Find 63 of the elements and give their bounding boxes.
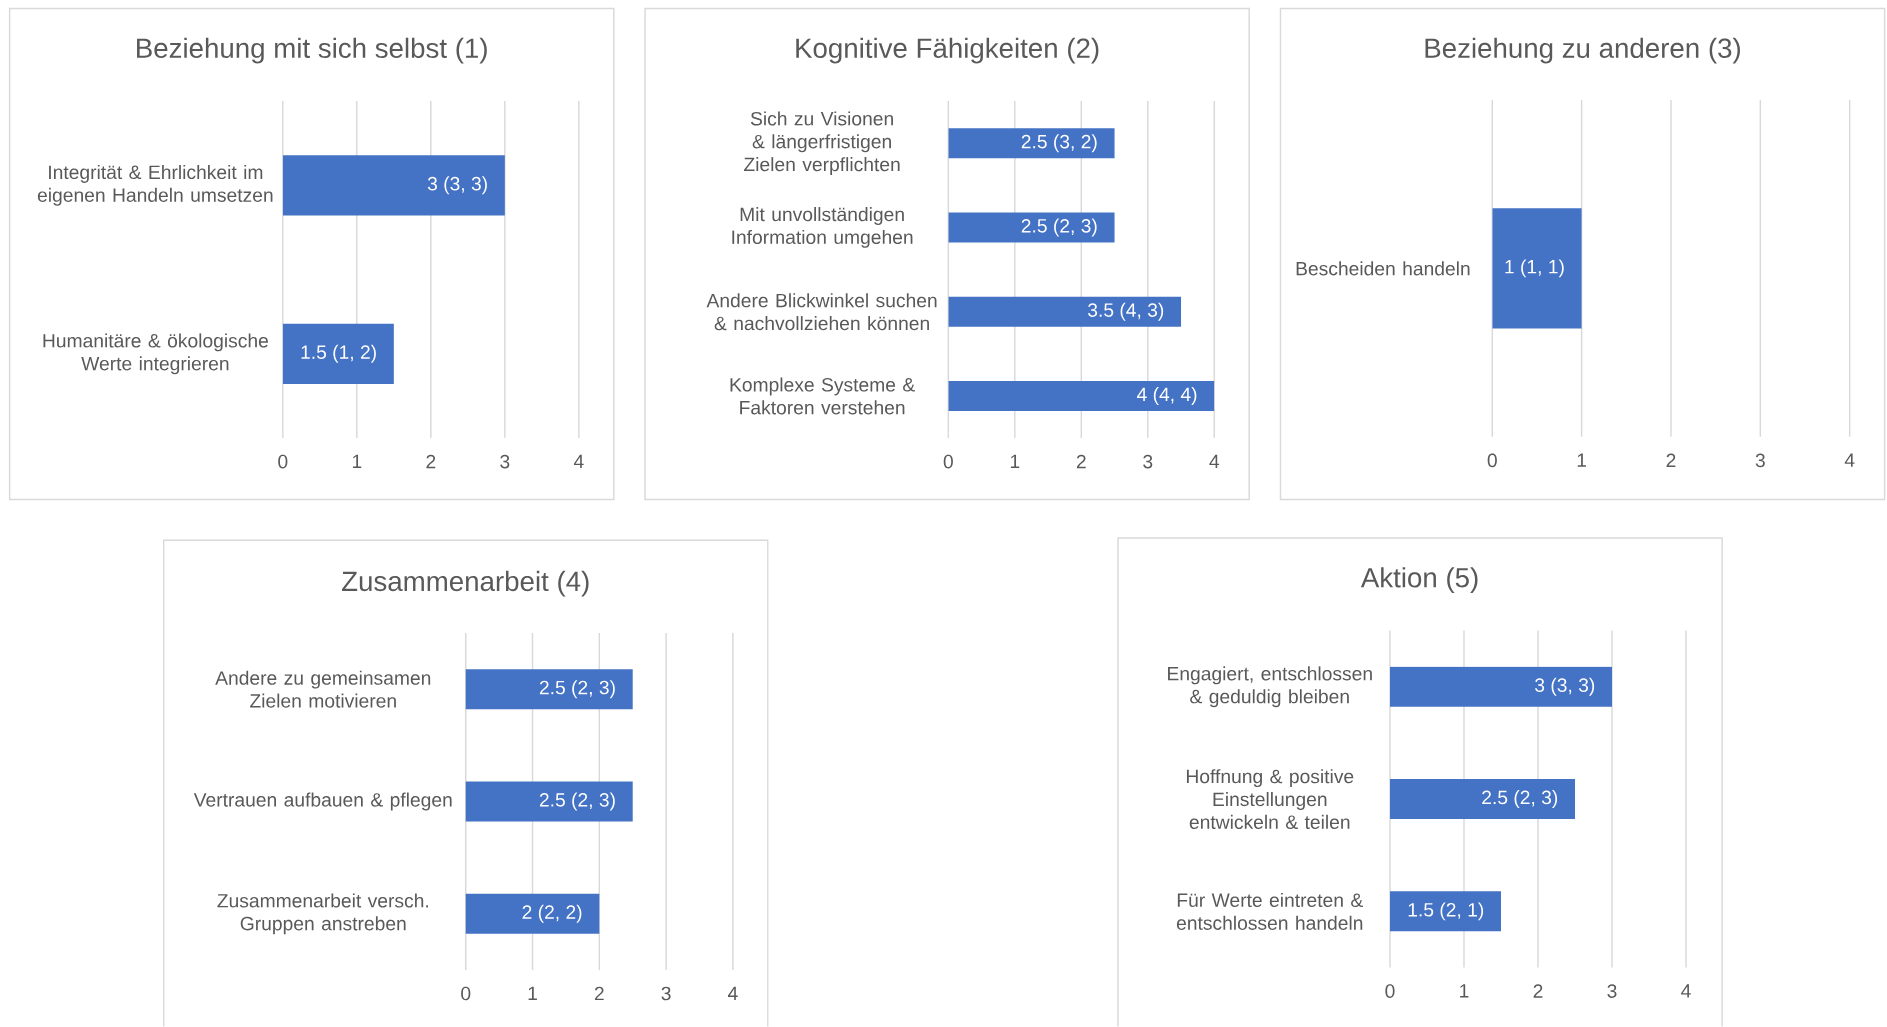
y-tick-label: Andere zu gemeinsamen Zielen motivieren — [215, 670, 431, 708]
x-tick-label: 1 — [1577, 453, 1587, 468]
data-label: 3.5 (4, 3) — [1087, 302, 1164, 321]
data-label: 4 (4, 4) — [1137, 387, 1197, 406]
y-tick-label: Vertrauen aufbauen & pflegen — [193, 792, 452, 811]
bar — [1389, 891, 1501, 932]
x-tick-label: 3 — [500, 454, 510, 469]
bar — [948, 212, 1115, 243]
x-tick-label: 2 — [1533, 984, 1543, 998]
x-tick-label: 1 — [352, 454, 362, 469]
y-tick-label: Hoffnung & positive Einstellungen entwickeln & teilen — [1186, 769, 1354, 830]
x-tick-label: 1 — [1460, 984, 1469, 998]
chart-title: Beziehung mit sich selbst (1) — [137, 37, 487, 64]
x-tick-label: 0 — [278, 454, 288, 469]
x-tick-label: 4 — [1681, 984, 1691, 998]
x-tick-label: 0 — [1487, 453, 1497, 468]
y-tick-label: Bescheiden handeln — [1296, 261, 1470, 276]
x-tick-label: 2 — [426, 454, 436, 469]
x-tick-label: 3 — [1143, 454, 1153, 469]
bar — [948, 128, 1115, 159]
x-tick-label: 0 — [1385, 984, 1395, 999]
x-tick-label: 4 — [573, 454, 584, 469]
y-tick-label: Komplexe Systeme & Faktoren verstehen — [730, 377, 915, 415]
data-label: 2 (2, 2) — [522, 905, 582, 924]
x-tick-label: 0 — [943, 454, 953, 469]
data-label: 1.5 (2, 1) — [1408, 902, 1484, 921]
x-tick-label: 1 — [528, 986, 537, 1001]
y-tick-label: Humanitäre & ökologische Werte integrieren — [43, 333, 268, 375]
x-tick-label: 4 — [727, 986, 738, 1001]
data-label: 2.5 (2, 3) — [1482, 790, 1558, 809]
x-tick-label: 3 — [1607, 984, 1617, 999]
data-label: 3 (3, 3) — [1535, 678, 1595, 696]
y-tick-label: Zusammenarbeit versch. Gruppen anstreben — [217, 893, 429, 935]
y-tick-label: Für Werte eintreten & entschlossen handeln — [1176, 893, 1363, 931]
x-tick-label: 4 — [1209, 454, 1220, 469]
y-tick-label: Engagiert, entschlossen & geduldig bleiben — [1168, 666, 1372, 708]
x-tick-label: 4 — [1844, 453, 1855, 468]
data-label: 1 (1, 1) — [1505, 259, 1564, 278]
x-tick-label: 2 — [594, 986, 604, 1001]
y-tick-label: Andere Blickwinkel suchen & nachvollziehen können — [706, 293, 937, 331]
x-tick-label: 3 — [661, 986, 671, 1001]
chart-title: Aktion (5) — [1360, 567, 1478, 594]
data-label: 2.5 (2, 3) — [539, 680, 615, 699]
data-label: 2.5 (3, 2) — [1021, 134, 1097, 153]
y-tick-label: Mit unvollständigen Information umgehen — [732, 207, 913, 249]
x-tick-label: 0 — [461, 986, 471, 1001]
data-label: 2.5 (2, 3) — [1021, 218, 1097, 237]
x-tick-label: 2 — [1666, 453, 1676, 468]
y-tick-label: Integrität & Ehrlichkeit im eigenen Handeln umsetzen — [37, 165, 273, 206]
chart-title: Kognitive Fähigkeiten (2) — [796, 37, 1099, 64]
bar — [948, 296, 1182, 327]
x-tick-label: 3 — [1755, 453, 1765, 468]
x-tick-label: 2 — [1076, 454, 1086, 469]
bar — [1389, 779, 1575, 820]
y-tick-label: Sich zu Visionen & längerfristigen Zielen verpflichten — [744, 111, 900, 176]
data-label: 3 (3, 3) — [427, 176, 487, 195]
bar — [1389, 666, 1612, 708]
chart-title: Beziehung zu anderen (3) — [1425, 37, 1740, 64]
data-label: 2.5 (2, 3) — [539, 792, 615, 811]
bar — [948, 381, 1215, 412]
x-tick-label: 1 — [1010, 454, 1020, 469]
data-label: 1.5 (1, 2) — [301, 345, 376, 364]
chart-title: Zusammenarbeit (4) — [342, 571, 589, 597]
